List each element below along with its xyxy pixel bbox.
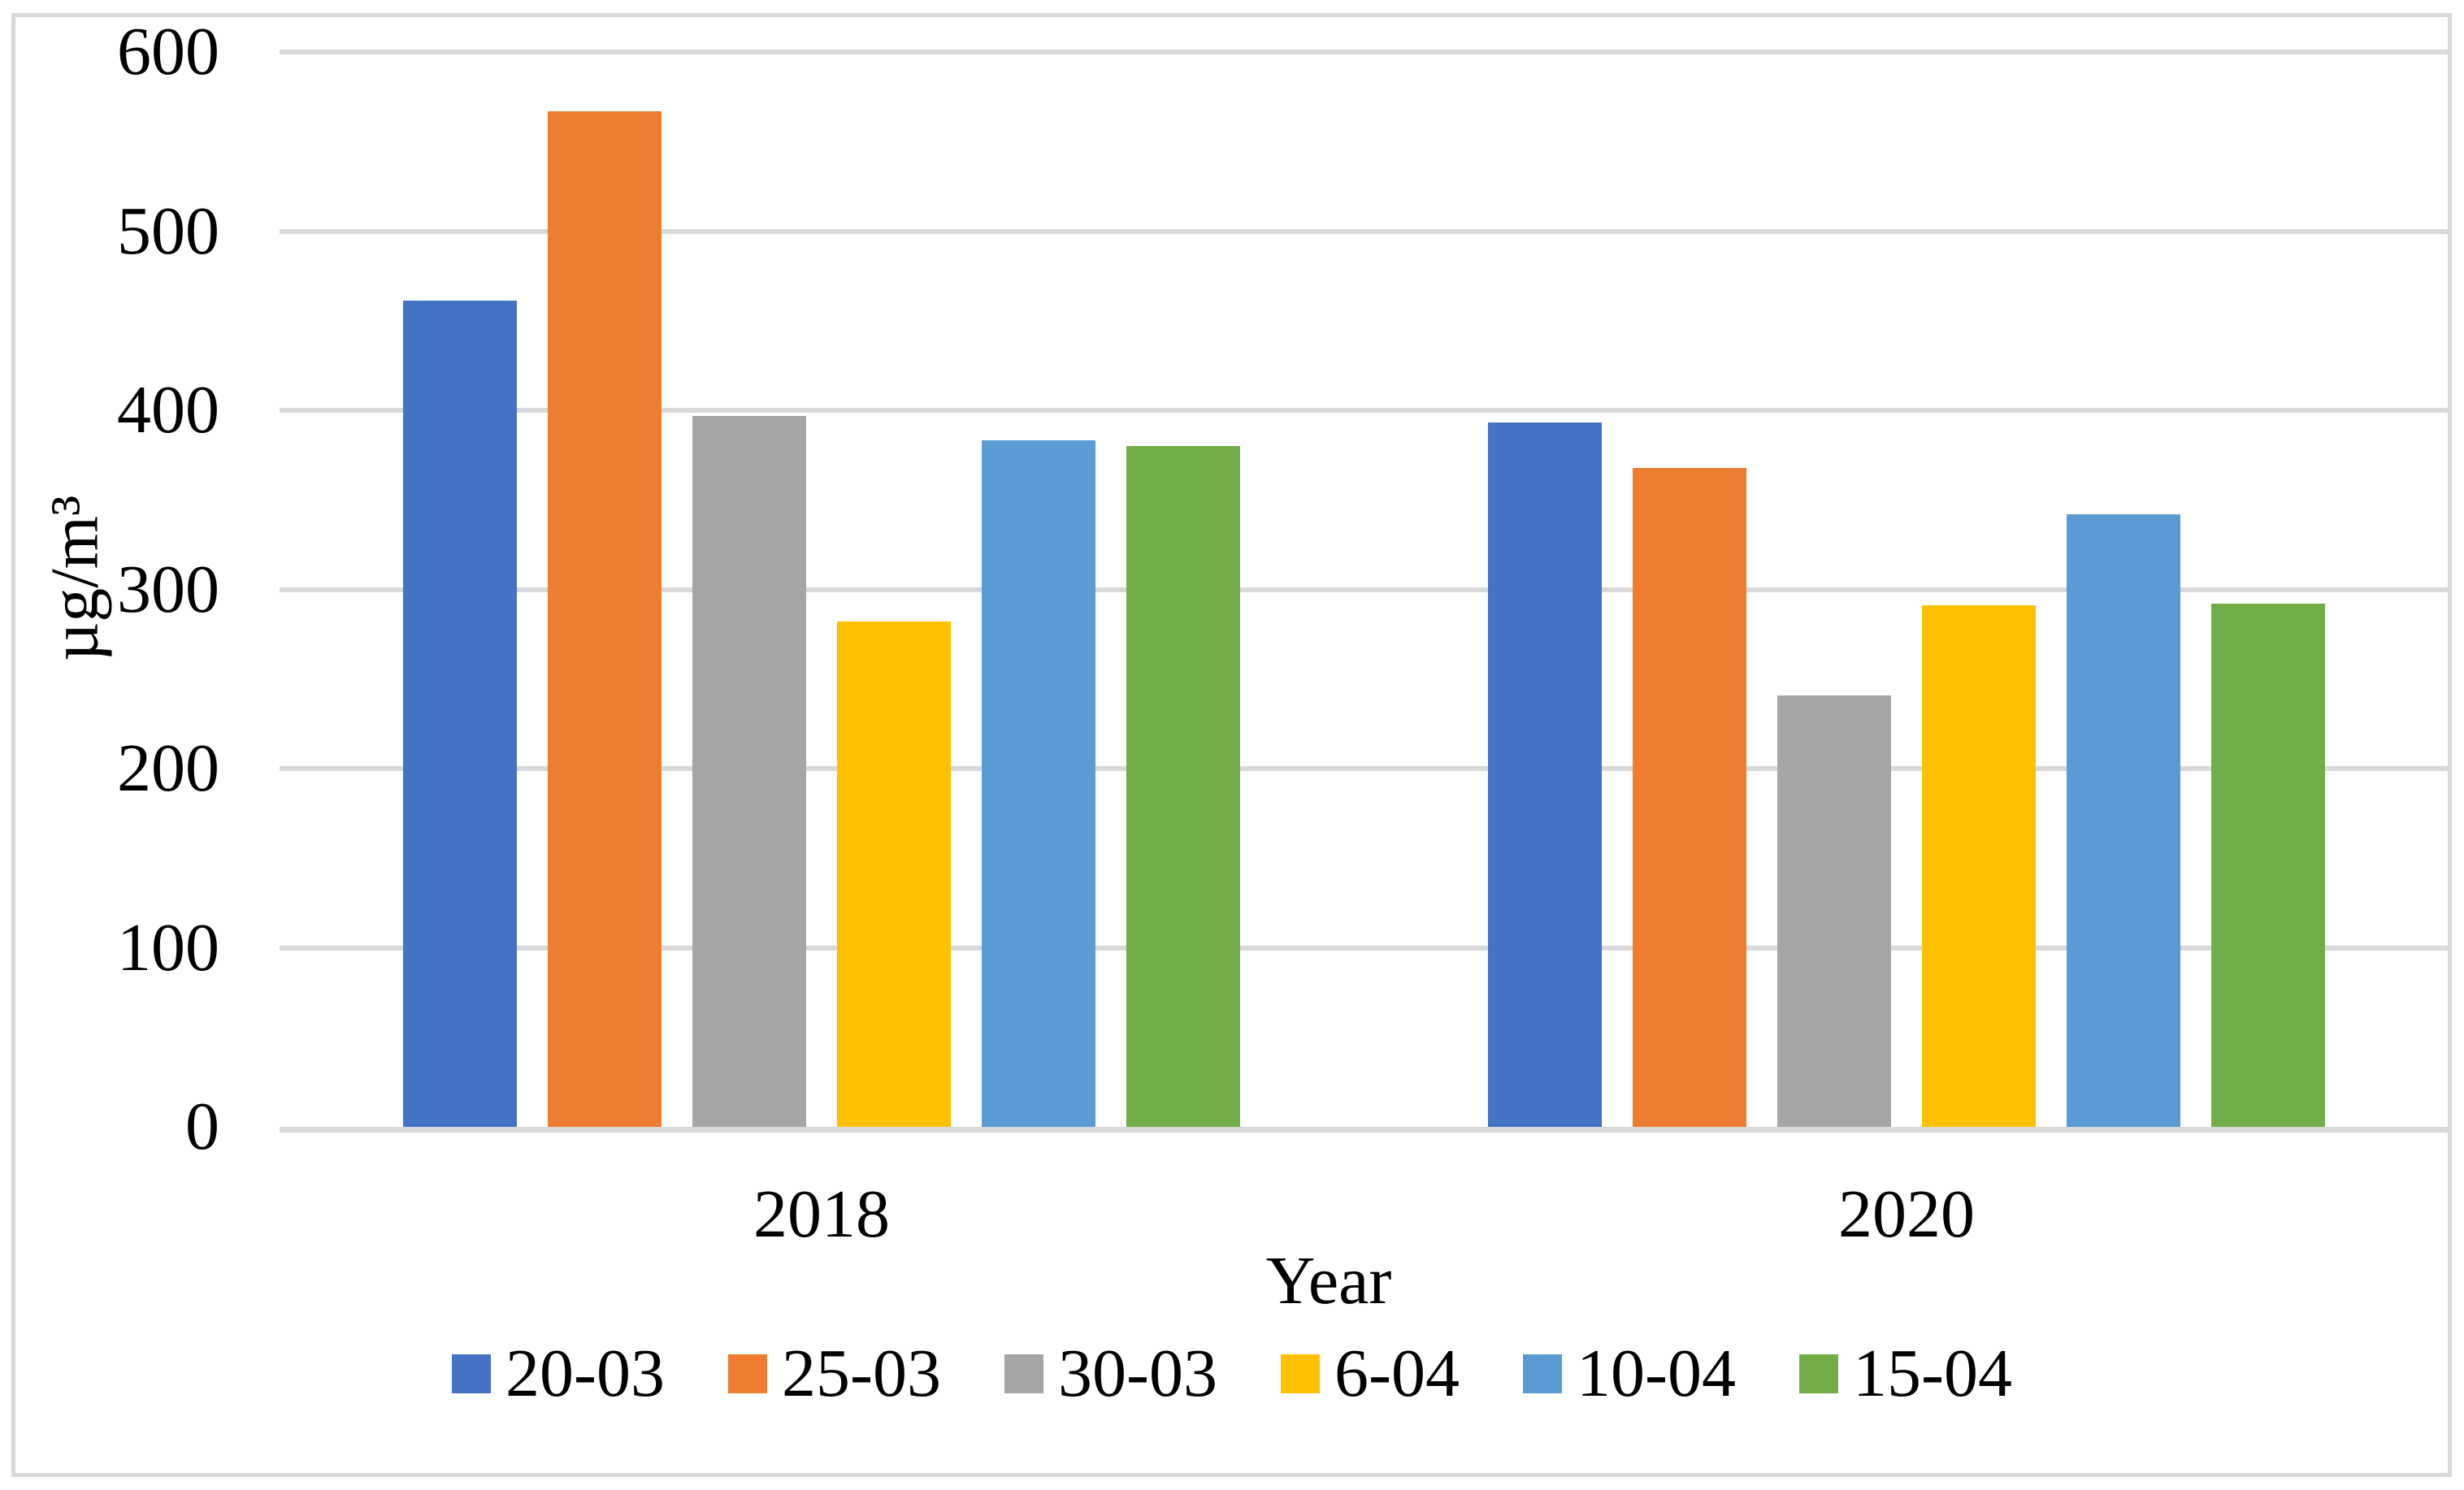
gridline-200 [280, 766, 2449, 771]
y-axis-title: µg/m³ [37, 495, 113, 662]
legend-item-20-03: 20-03 [452, 1336, 665, 1411]
gridline-600 [280, 50, 2449, 54]
bar-25-03-2020 [1633, 468, 1746, 1127]
legend-swatch-6-04 [1281, 1354, 1320, 1394]
legend-label-10-04: 10-04 [1576, 1336, 1736, 1411]
legend-label-30-03: 30-03 [1058, 1336, 1217, 1411]
y-tick-label-0: 0 [185, 1089, 219, 1164]
gridline-400 [280, 408, 2449, 413]
bar-25-03-2018 [548, 111, 662, 1127]
legend-item-25-03: 25-03 [728, 1336, 941, 1411]
gridline-500 [280, 229, 2449, 234]
legend: 20-03 25-03 30-03 6-04 10-04 15-04 [0, 1336, 2464, 1411]
legend-item-15-04: 15-04 [1798, 1336, 2012, 1411]
bar-15-04-2020 [2211, 604, 2325, 1127]
bar-10-04-2018 [982, 440, 1095, 1127]
y-tick-label-600: 600 [117, 14, 219, 89]
bar-10-04-2020 [2067, 514, 2180, 1127]
y-tick-label-100: 100 [117, 910, 219, 985]
legend-swatch-20-03 [452, 1354, 492, 1394]
y-tick-label-300: 300 [117, 552, 219, 627]
bar-15-04-2018 [1126, 446, 1240, 1127]
bar-30-03-2020 [1777, 695, 1891, 1127]
y-tick-label-500: 500 [117, 193, 219, 269]
plot-area [280, 50, 2449, 1127]
bar-6-04-2018 [837, 622, 951, 1127]
gridline-100 [280, 946, 2449, 951]
x-category-label-2020: 2020 [1838, 1176, 1975, 1252]
bar-30-03-2018 [692, 416, 806, 1127]
legend-label-15-04: 15-04 [1852, 1336, 2012, 1411]
x-category-label-2018: 2018 [753, 1176, 890, 1252]
legend-item-30-03: 30-03 [1004, 1336, 1217, 1411]
legend-item-10-04: 10-04 [1522, 1336, 1736, 1411]
bar-6-04-2020 [1922, 605, 2036, 1127]
legend-swatch-30-03 [1004, 1354, 1044, 1394]
legend-item-6-04: 6-04 [1281, 1336, 1460, 1411]
y-tick-label-200: 200 [117, 730, 219, 806]
bar-20-03-2020 [1488, 422, 1602, 1127]
legend-label-25-03: 25-03 [782, 1336, 942, 1411]
gridline-300 [280, 587, 2449, 592]
x-axis-line [280, 1127, 2449, 1133]
y-tick-label-400: 400 [117, 372, 219, 448]
legend-swatch-25-03 [728, 1354, 768, 1394]
legend-label-20-03: 20-03 [505, 1336, 666, 1411]
legend-swatch-10-04 [1522, 1354, 1562, 1394]
bar-20-03-2018 [403, 301, 517, 1127]
legend-swatch-15-04 [1798, 1354, 1838, 1394]
x-axis-title: Year [1265, 1243, 1392, 1319]
legend-label-6-04: 6-04 [1334, 1336, 1460, 1411]
